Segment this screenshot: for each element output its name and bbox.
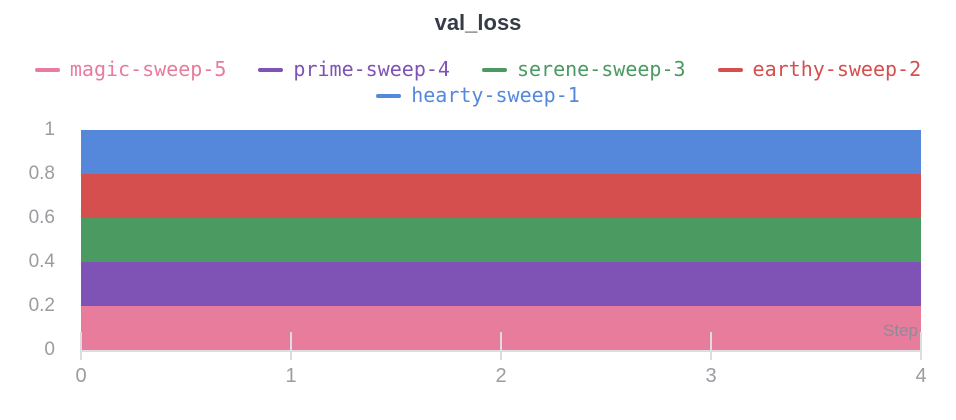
y-tick-label: 0.4 [28, 251, 55, 272]
plot-area[interactable]: Step [80, 130, 922, 360]
x-tick-label: 3 [705, 365, 717, 387]
y-tick-label: 0.8 [28, 163, 55, 184]
legend-item-serene-sweep-3[interactable]: serene-sweep-3 [481, 57, 686, 81]
x-axis-tick-labels: 0 1 2 3 4 [75, 364, 926, 390]
legend-label: prime-sweep-4 [293, 57, 450, 81]
x-tick-mark [920, 332, 922, 360]
x-tick-label: 1 [285, 365, 297, 387]
x-tick-mark [710, 332, 712, 360]
y-tick-label: 0.2 [28, 295, 55, 316]
y-tick-label: 0.6 [28, 207, 55, 228]
legend-label: serene-sweep-3 [516, 57, 686, 81]
legend-label: hearty-sweep-1 [411, 83, 580, 107]
legend-item-prime-sweep-4[interactable]: prime-sweep-4 [258, 58, 450, 81]
y-axis-tick-labels: 1 0.8 0.6 0.4 0.2 0 [0, 120, 55, 360]
x-tick-label: 0 [75, 365, 87, 387]
x-axis-title: Step [883, 321, 918, 340]
legend: magic-sweep-5 prime-sweep-4 serene-sweep-3… [0, 58, 956, 107]
legend-label: magic-sweep-5 [69, 57, 227, 81]
legend-label: earthy-sweep-2 [752, 57, 922, 81]
x-tick-label: 4 [915, 365, 927, 387]
legend-item-magic-sweep-5[interactable]: magic-sweep-5 [34, 57, 227, 81]
legend-item-hearty-sweep-1[interactable]: hearty-sweep-1 [376, 84, 580, 107]
y-tick-label: 0 [44, 339, 55, 360]
legend-swatch-icon [481, 67, 507, 72]
legend-swatch-icon [258, 67, 284, 72]
y-tick-label: 1 [44, 119, 55, 140]
x-tick-mark [80, 332, 82, 360]
legend-swatch-icon [376, 93, 402, 98]
legend-item-earthy-sweep-2[interactable]: earthy-sweep-2 [717, 57, 922, 81]
legend-swatch-icon [717, 67, 743, 72]
chart-title: val_loss [434, 10, 522, 35]
area-series-group [81, 130, 921, 350]
x-tick-label: 2 [495, 365, 507, 387]
legend-swatch-icon [34, 67, 60, 72]
x-tick-mark [500, 332, 502, 360]
x-tick-mark [290, 332, 292, 360]
